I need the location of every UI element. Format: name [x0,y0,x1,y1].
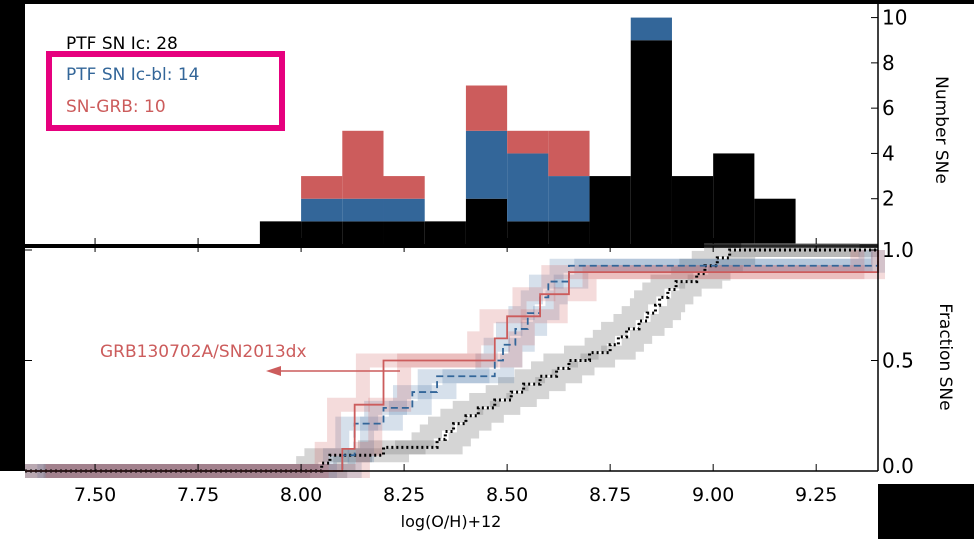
line-grb [25,250,879,472]
bar-ic-8 [589,176,631,244]
annotation-arrow [266,366,400,376]
x-tick-band [0,471,878,539]
legend-entry-grb: SN-GRB: 10 [66,97,166,117]
cumulative-lines [25,248,879,473]
x-tick-label-0: 7.50 [74,484,116,506]
axis-ticks: 7.50 7.75 8.00 8.25 8.50 8.75 9.00 9.25 2 4 6 8 10 0.… [25,6,914,506]
bar-grb-7 [548,130,590,177]
bar-ic-11 [713,153,755,244]
x-tick-label-3: 8.25 [383,484,425,506]
bottom-y-tick-label-0: 0.0 [882,454,914,478]
x-tick-label-7: 9.25 [795,484,837,506]
legend-entry-ic: PTF SN Ic: 28 [66,34,178,54]
band-ic-low [25,243,860,478]
bar-ic-3 [383,221,425,244]
x-tick-label-5: 8.75 [589,484,631,506]
bar-grb-5 [465,85,508,131]
top-y-tick-label-3: 8 [882,51,895,75]
bar-icbl-6 [507,153,549,222]
annotation-arrow-head [266,366,281,376]
bar-icbl-7 [548,176,590,222]
bar-ic-10 [671,176,714,244]
bottom-y-tick-label-1: 0.5 [882,349,914,373]
annotation-label: GRB130702A/SN2013dx [100,342,307,362]
top-y-tick-label-2: 6 [882,96,895,120]
y-axis-label-top: Number SNe [931,76,951,184]
x-tick-label-4: 8.50 [486,484,528,506]
bar-ic-9 [630,40,672,245]
bar-ic-2 [342,221,384,244]
bar-ic-7 [548,221,590,244]
bar-ic-0 [259,221,302,244]
bar-grb-6 [507,130,549,154]
x-tick-label-6: 9.00 [692,484,734,506]
bar-grb-3 [383,176,425,199]
plot-area-bottom [25,248,878,471]
x-axis-label: log(O/H)+12 [401,512,502,531]
bar-icbl-3 [383,198,425,222]
bar-icbl-9 [630,17,672,41]
bar-ic-12 [754,198,796,244]
top-y-tick-label-4: 10 [882,6,907,30]
bar-ic-5 [465,198,508,244]
bar-grb-1 [301,176,343,199]
bar-icbl-2 [342,198,384,222]
legend-highlight-box [46,51,285,131]
legend-entry-icbl: PTF SN Ic-bl: 14 [66,65,200,85]
bar-ic-6 [507,221,549,244]
line-ic [25,248,878,473]
y-axis-label-bottom: Fraction SNe [935,303,955,410]
bar-icbl-5 [465,130,508,199]
top-y-tick-label-0: 2 [882,187,895,211]
x-tick-label-2: 8.00 [280,484,322,506]
histogram-bars [259,17,796,245]
bar-grb-2 [342,130,384,199]
legend: PTF SN Ic: 28 PTF SN Ic-bl: 14 SN-GRB: 1… [46,34,285,131]
band-ic-high [43,243,878,478]
x-tick-label-1: 7.75 [177,484,219,506]
top-y-tick-label-1: 4 [882,141,895,165]
bar-icbl-1 [301,198,343,222]
y-tick-band [878,4,974,484]
band-icbl-high [37,250,885,478]
bottom-y-tick-label-2: 1.0 [882,238,914,262]
bar-ic-1 [301,221,343,244]
bar-ic-4 [424,221,466,244]
